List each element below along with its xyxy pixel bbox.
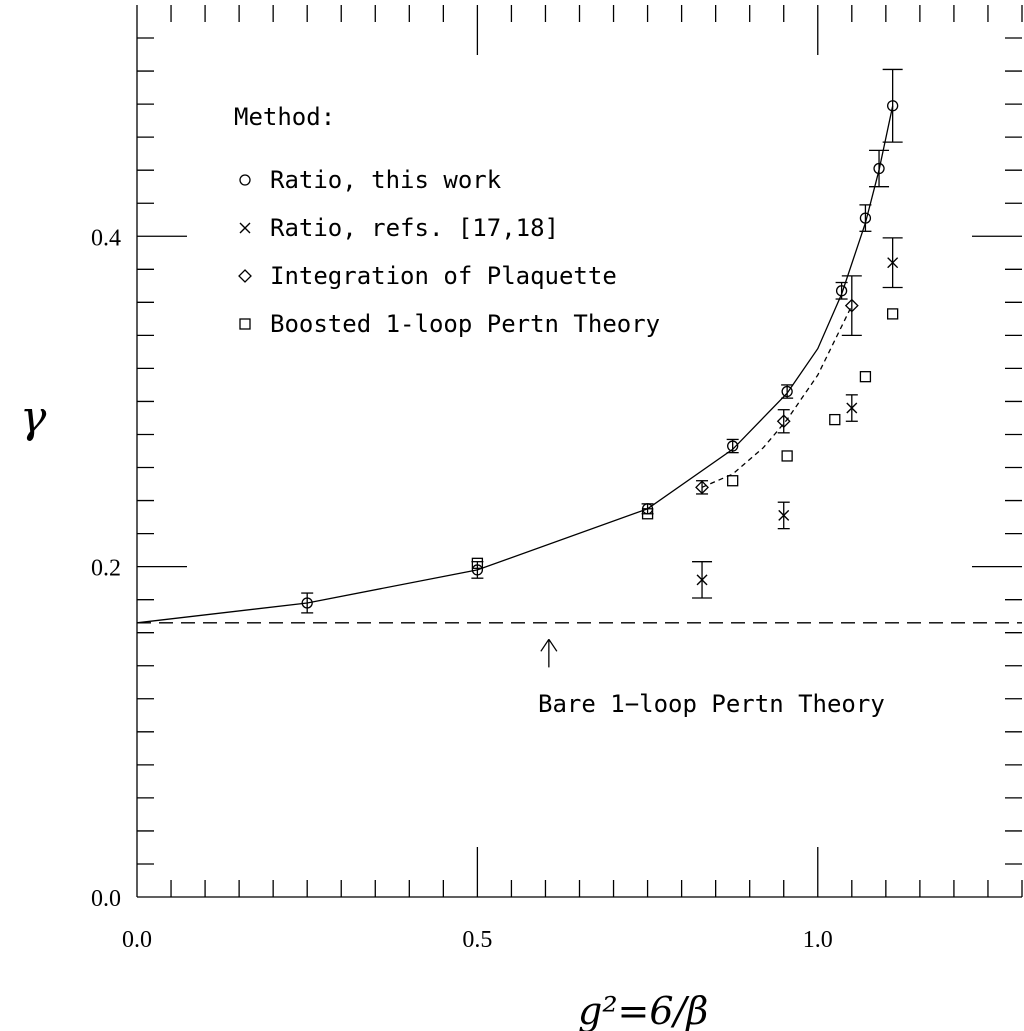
data-point-cross	[777, 501, 790, 530]
x-axis-title: g²=6/β	[578, 989, 708, 1031]
legend-marker-circle	[239, 174, 251, 186]
legend-label-ratio-this-work: Ratio, this work	[270, 166, 502, 194]
x-tick-label: 0.0	[122, 927, 152, 953]
marker-cross	[887, 257, 899, 269]
legend-symbol-cross	[239, 222, 251, 234]
data-point-circle	[859, 204, 872, 232]
marker-diamond	[695, 480, 709, 495]
legend-symbol-square	[239, 318, 251, 330]
data-point-circle	[781, 384, 794, 399]
marker-circle	[781, 385, 793, 398]
marker-cross	[696, 574, 708, 586]
plot-frame	[136, 5, 1022, 898]
data-point-square	[781, 450, 793, 462]
data-point-diamond	[841, 275, 862, 337]
marker-diamond	[776, 414, 791, 429]
data-point-square	[641, 508, 654, 520]
legend-marker-cross	[239, 222, 251, 234]
x-tick-label: 1.0	[803, 927, 833, 953]
marker-cross	[846, 402, 858, 414]
solid-curve	[136, 105, 894, 624]
annotation-text: Bare 1−loop Pertn Theory	[538, 690, 885, 718]
data-point-square	[829, 413, 841, 426]
bare-perturbation-annotation: Bare 1−loop Pertn Theory	[538, 638, 885, 718]
legend-marker-diamond	[238, 269, 252, 283]
marker-circle	[887, 100, 899, 112]
marker-square	[727, 475, 739, 487]
data-point-square	[727, 475, 739, 487]
x-tick-label: 0.5	[462, 927, 492, 953]
data-point-cross	[692, 561, 713, 599]
arrow-head	[548, 638, 558, 652]
legend-symbol-circle	[239, 174, 251, 186]
marker-diamond	[844, 298, 859, 313]
y-tick-label: 0.0	[91, 886, 121, 912]
legend: Method: Ratio, this work Ratio, refs. [1…	[234, 103, 660, 338]
data-point-circle	[301, 592, 314, 614]
up-arrow-icon	[540, 638, 558, 668]
marker-circle	[471, 564, 484, 576]
marker-circle	[873, 162, 885, 175]
axis-tick-labels: 0.0 0.5 1.0 0.0 0.2 0.4	[91, 225, 833, 953]
legend-label-integration: Integration of Plaquette	[270, 262, 617, 290]
data-point-diamond	[776, 409, 791, 434]
y-tick-label: 0.4	[91, 225, 121, 251]
data-point-diamond	[695, 480, 709, 495]
marker-square	[641, 508, 654, 520]
marker-square	[781, 450, 793, 462]
legend-label-boosted: Boosted 1-loop Pertn Theory	[270, 310, 660, 338]
data-point-square	[471, 557, 484, 569]
y-tick-label: 0.2	[91, 556, 121, 582]
marker-circle	[727, 440, 739, 452]
legend-title: Method:	[234, 103, 335, 131]
legend-symbol-diamond	[238, 269, 252, 283]
data-point-cross	[882, 237, 903, 289]
marker-circle	[835, 285, 848, 297]
data-points	[301, 68, 903, 614]
marker-square	[471, 557, 484, 569]
marker-cross	[778, 509, 790, 521]
marker-circle	[859, 212, 872, 224]
data-point-circle	[835, 281, 848, 300]
data-point-circle	[471, 561, 484, 579]
marker-circle	[301, 597, 313, 609]
data-point-square	[887, 308, 899, 320]
arrow-head	[540, 638, 550, 652]
marker-square	[829, 413, 841, 426]
data-point-square	[859, 371, 872, 383]
data-point-circle	[882, 68, 903, 143]
axis-ticks	[137, 5, 1023, 897]
marker-square	[859, 371, 872, 383]
dotted-curve	[701, 305, 853, 488]
legend-marker-square	[239, 318, 251, 330]
data-point-circle	[726, 438, 739, 454]
y-axis-title: γ	[20, 392, 47, 443]
legend-label-ratio-refs: Ratio, refs. [17,18]	[270, 214, 559, 242]
data-point-circle	[869, 149, 890, 188]
marker-square	[887, 308, 899, 320]
data-point-cross	[845, 394, 858, 422]
